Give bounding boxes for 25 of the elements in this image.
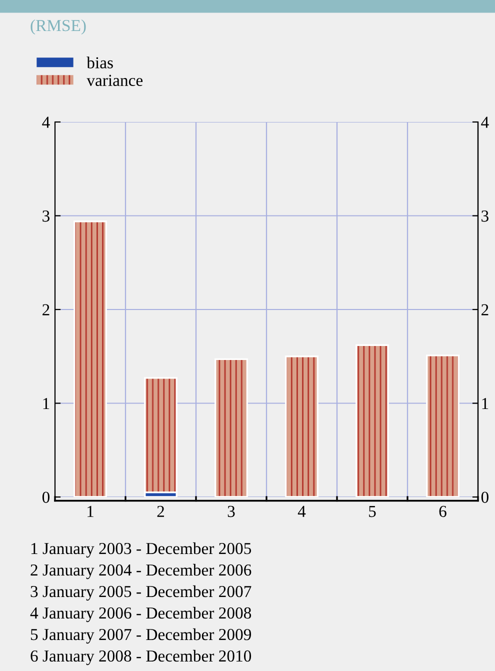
y-tick-label: 2 bbox=[42, 304, 50, 316]
text: 5 January 2007 - December 2009 bbox=[30, 628, 252, 644]
y2-tick-label: 2 bbox=[482, 304, 488, 316]
y-tick-label: 4 bbox=[42, 116, 50, 128]
text: 6 January 2008 - December 2010 bbox=[30, 650, 252, 666]
y-tick-label: 0 bbox=[42, 492, 50, 503]
text: 3 January 2005 - December 2007 bbox=[30, 585, 252, 601]
text: 4 January 2006 - December 2008 bbox=[30, 606, 252, 622]
text: 1 January 2003 - December 2005 bbox=[31, 542, 252, 558]
y-tick-label: 1 bbox=[43, 398, 50, 410]
x-tick-label: 6 bbox=[439, 506, 446, 518]
y2-tick-label: 0 bbox=[481, 492, 488, 503]
x-tick-label: 2 bbox=[157, 506, 164, 517]
chart-title: (RMSE) bbox=[30, 19, 86, 35]
y2-tick-label: 3 bbox=[482, 210, 488, 222]
y2-tick-label: 1 bbox=[482, 398, 488, 410]
text: 2 January 2004 - December 2006 bbox=[30, 564, 252, 580]
x-tick-label: 1 bbox=[88, 506, 94, 517]
legend-label: variance bbox=[86, 74, 143, 86]
x-tick-label: 5 bbox=[369, 506, 376, 518]
x-tick-label: 3 bbox=[228, 506, 235, 518]
y2-tick-label: 4 bbox=[481, 116, 489, 128]
y-tick-label: 3 bbox=[42, 210, 50, 222]
legend-label: bias bbox=[86, 56, 113, 68]
x-tick-label: 4 bbox=[298, 506, 306, 517]
